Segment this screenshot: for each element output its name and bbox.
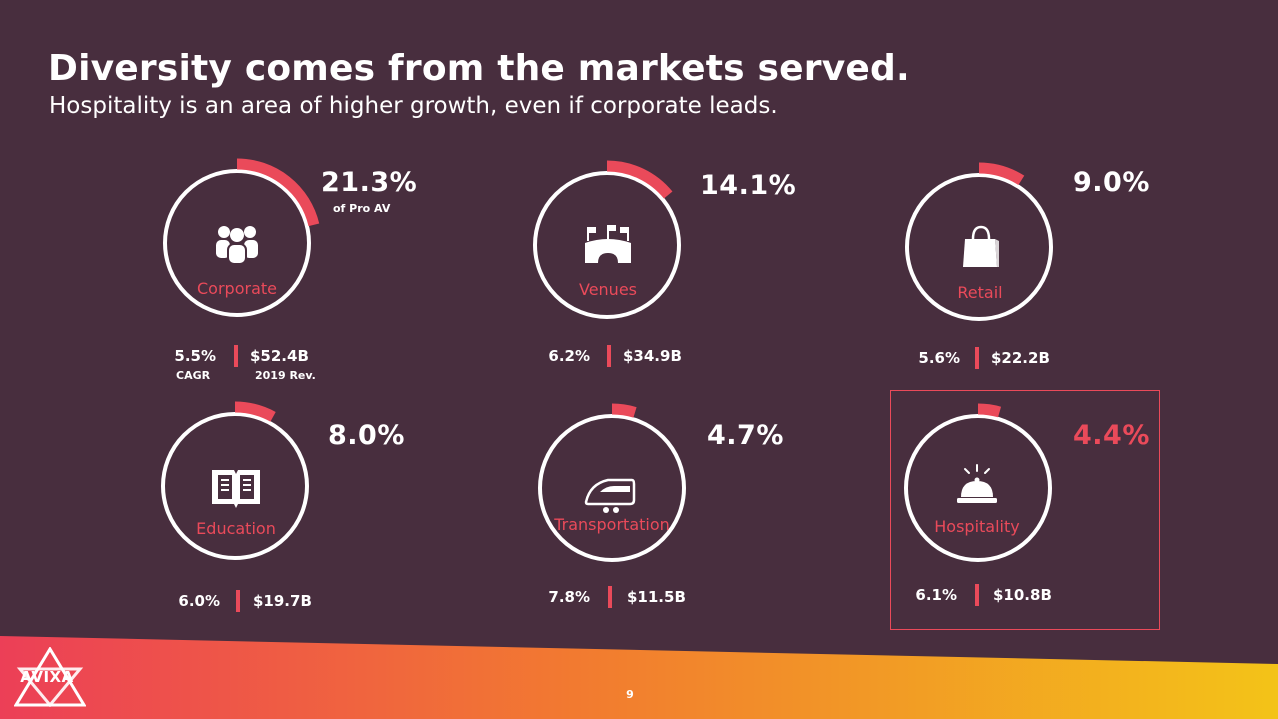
shopping-bag-icon <box>963 225 999 267</box>
market-label: Education <box>196 519 276 538</box>
share-ring <box>533 160 681 319</box>
market-label: Venues <box>578 280 637 299</box>
market-share-value: 21.3% <box>321 167 418 198</box>
value-separator <box>236 590 240 612</box>
share-arc <box>978 162 1025 186</box>
cagr-value: 5.6% <box>918 349 960 367</box>
value-separator <box>975 584 979 606</box>
share-arc <box>236 158 320 227</box>
revenue-value: $22.2B <box>991 349 1050 367</box>
cagr-value: 6.2% <box>548 347 590 365</box>
value-separator <box>608 586 612 608</box>
value-separator <box>607 345 611 367</box>
share-ring <box>904 403 1052 562</box>
logo-text: AVIXA <box>20 668 74 686</box>
revenue-value: $34.9B <box>623 347 682 365</box>
revenue-value: $19.7B <box>253 592 312 610</box>
value-separator <box>975 347 979 369</box>
share-arc <box>977 403 1002 418</box>
stadium-icon <box>585 225 631 263</box>
cagr-value: 5.5% <box>174 347 216 365</box>
revenue-caption: 2019 Rev. <box>255 369 316 382</box>
revenue-value: $11.5B <box>627 588 686 606</box>
highlight-box <box>890 390 1160 630</box>
cagr-value: 6.1% <box>915 586 957 604</box>
revenue-value: $10.8B <box>993 586 1052 604</box>
share-caption: of Pro AV <box>333 202 391 215</box>
share-ring <box>163 158 320 317</box>
slide-title: Diversity comes from the markets served. <box>48 48 910 89</box>
market-label: Transportation <box>554 515 670 534</box>
market-label: Hospitality <box>934 517 1020 536</box>
share-arc <box>234 401 276 422</box>
market-label: Retail <box>957 283 1003 302</box>
page-number: 9 <box>626 688 634 701</box>
revenue-value: $52.4B <box>250 347 309 365</box>
open-book-icon <box>212 470 260 508</box>
service-bell-icon <box>957 464 997 503</box>
share-ring <box>161 401 309 560</box>
share-ring <box>538 403 686 562</box>
market-share-value: 4.7% <box>707 420 784 451</box>
avixa-logo <box>14 647 86 707</box>
market-share-value: 8.0% <box>328 420 405 451</box>
slide-subtitle: Hospitality is an area of higher growth,… <box>49 93 778 119</box>
train-icon <box>584 478 636 513</box>
cagr-caption: CAGR <box>176 369 211 382</box>
market-share-value: 14.1% <box>700 170 797 201</box>
market-label: Corporate <box>197 279 277 298</box>
value-separator <box>234 345 238 367</box>
share-arc <box>606 160 673 199</box>
share-arc <box>611 403 637 418</box>
cagr-value: 6.0% <box>178 592 220 610</box>
market-share-value: 9.0% <box>1073 167 1150 198</box>
market-share-value: 4.4% <box>1073 420 1150 451</box>
cagr-value: 7.8% <box>548 588 590 606</box>
share-ring <box>905 162 1053 321</box>
people-group-icon <box>216 226 258 265</box>
